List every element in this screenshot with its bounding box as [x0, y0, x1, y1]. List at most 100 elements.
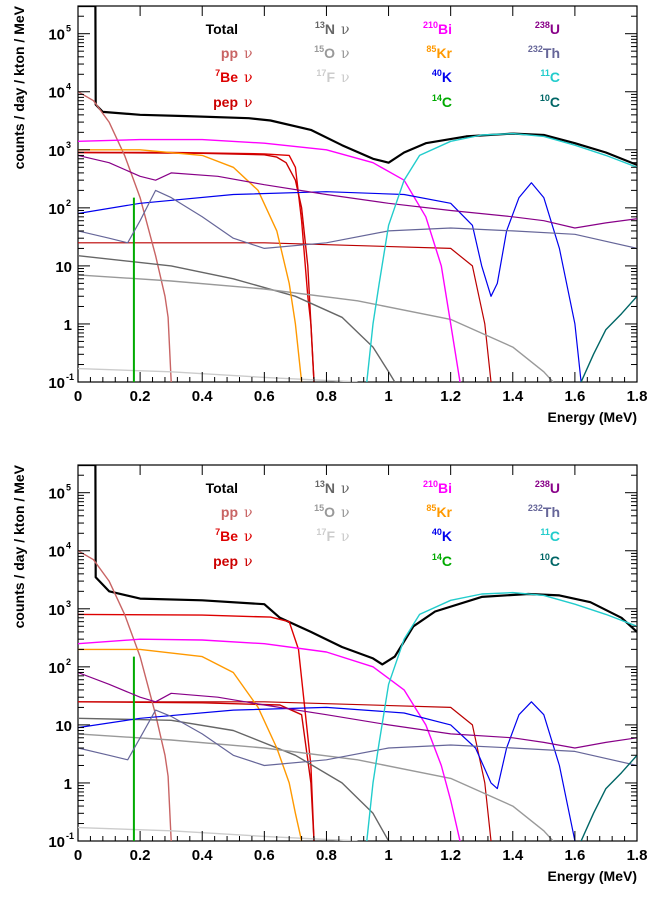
y-tick-exponent: 5: [66, 24, 71, 34]
svg-text:7Be: 7Be: [215, 68, 238, 85]
svg-text:232Th: 232Th: [528, 44, 560, 61]
y-axis-title: counts / day / kton / MeV: [11, 464, 27, 628]
y-tick-exponent: -1: [66, 831, 74, 841]
y-tick-exponent: 3: [66, 599, 71, 609]
x-tick-label: 1.6: [564, 847, 585, 864]
y-tick-label: 10: [48, 85, 65, 102]
svg-text:7Be: 7Be: [215, 527, 238, 544]
legend-entry: 10C: [540, 93, 560, 110]
x-tick-label: 0.6: [254, 388, 275, 405]
svg-text:85Kr: 85Kr: [426, 44, 452, 61]
y-tick-label: 10: [55, 259, 72, 276]
legend-entry: 210Bi: [423, 479, 452, 496]
legend-nu-symbol: ν: [341, 46, 350, 62]
svg-text:17F: 17F: [316, 68, 335, 85]
series-line-10c: [580, 295, 637, 382]
svg-text:13N: 13N: [315, 479, 335, 496]
legend-nu-symbol: ν: [341, 70, 350, 86]
y-tick-label: 10: [55, 718, 72, 735]
svg-text:232Th: 232Th: [528, 503, 560, 520]
series-line-232th: [78, 189, 637, 249]
svg-text:15O: 15O: [314, 44, 335, 61]
y-tick-label: 10: [48, 486, 65, 503]
svg-text:238U: 238U: [535, 20, 560, 37]
y-tick-exponent: 4: [66, 82, 71, 92]
legend-nu-symbol: ν: [244, 529, 253, 545]
x-tick-label: 0.8: [316, 847, 337, 864]
series-line-15o: [78, 274, 554, 382]
x-tick-label: 0: [74, 847, 82, 864]
x-tick-label: 0: [74, 388, 82, 405]
x-tick-label: 1.8: [627, 388, 648, 405]
svg-text:210Bi: 210Bi: [423, 479, 452, 496]
legend-entry: Total: [206, 480, 238, 496]
x-tick-label: 1.2: [440, 388, 461, 405]
y-tick-label: 1: [64, 317, 72, 334]
legend-nu-symbol: ν: [244, 505, 253, 521]
legend-entry: 14C: [432, 552, 452, 569]
x-axis-title: Energy (MeV): [548, 868, 637, 884]
legend-entry: 17F ν: [316, 68, 349, 86]
x-tick-label: 1.8: [627, 847, 648, 864]
series-group: [78, 465, 637, 841]
series-line-pep: [78, 701, 315, 841]
x-tick-label: 0.4: [192, 388, 214, 405]
legend-nu-symbol: ν: [341, 22, 350, 38]
legend-nu-symbol: ν: [341, 481, 350, 497]
legend-entry: pep ν: [213, 553, 252, 570]
x-tick-label: 0.2: [130, 388, 151, 405]
legend-entry: pp ν: [221, 45, 253, 62]
legend-nu-symbol: ν: [244, 70, 253, 86]
legend-entry: 10C: [540, 552, 560, 569]
svg-text:10C: 10C: [540, 552, 560, 569]
legend-entry: 40K: [432, 527, 452, 544]
legend-entry: 7Be ν: [215, 68, 252, 86]
series-line-85kr: [78, 648, 303, 841]
svg-text:Total: Total: [206, 21, 238, 37]
legend-nu-symbol: ν: [244, 95, 253, 111]
y-tick-label: 10: [48, 375, 65, 392]
svg-text:10C: 10C: [540, 93, 560, 110]
x-tick-label: 1: [384, 388, 392, 405]
legend-nu-symbol: ν: [341, 529, 350, 545]
legend-entry: 15O ν: [314, 44, 349, 62]
series-line-238u: [78, 671, 637, 749]
x-tick-label: 0.8: [316, 388, 337, 405]
legend-nu-symbol: ν: [244, 554, 253, 570]
y-tick-label: 10: [48, 201, 65, 218]
series-line-15o: [78, 733, 554, 841]
series-line-11c: [366, 591, 637, 841]
y-axis-title: counts / day / kton / MeV: [11, 5, 27, 169]
y-tick-exponent: 3: [66, 140, 71, 150]
series-line-pp: [78, 550, 172, 841]
svg-text:13N: 13N: [315, 20, 335, 37]
svg-text:pp: pp: [221, 504, 238, 520]
plot-frame: [77, 5, 638, 383]
legend-entry: 15O ν: [314, 503, 349, 521]
svg-text:pp: pp: [221, 45, 238, 61]
legend-entry: pep ν: [213, 94, 252, 111]
series-group: [78, 6, 637, 382]
y-tick-label: 10: [48, 544, 65, 561]
series-line-13n: [78, 255, 396, 382]
legend-entry: 238U: [535, 479, 560, 496]
y-tick-label: 10: [48, 660, 65, 677]
svg-text:17F: 17F: [316, 527, 335, 544]
svg-text:238U: 238U: [535, 479, 560, 496]
x-tick-label: 1.4: [502, 847, 524, 864]
y-tick-label: 10: [48, 834, 65, 851]
svg-text:11C: 11C: [540, 68, 560, 85]
y-tick-exponent: 4: [66, 541, 71, 551]
legend-entry: 11C: [540, 68, 560, 85]
legend-entry: 17F ν: [316, 527, 349, 545]
legend-entry: 85Kr: [426, 44, 452, 61]
x-tick-label: 1.2: [440, 847, 461, 864]
x-tick-label: 1.6: [564, 388, 585, 405]
svg-text:15O: 15O: [314, 503, 335, 520]
svg-text:11C: 11C: [540, 527, 560, 544]
series-line-17f: [78, 367, 358, 382]
series-line-210bi: [78, 638, 461, 841]
series-line-total: [78, 465, 637, 666]
